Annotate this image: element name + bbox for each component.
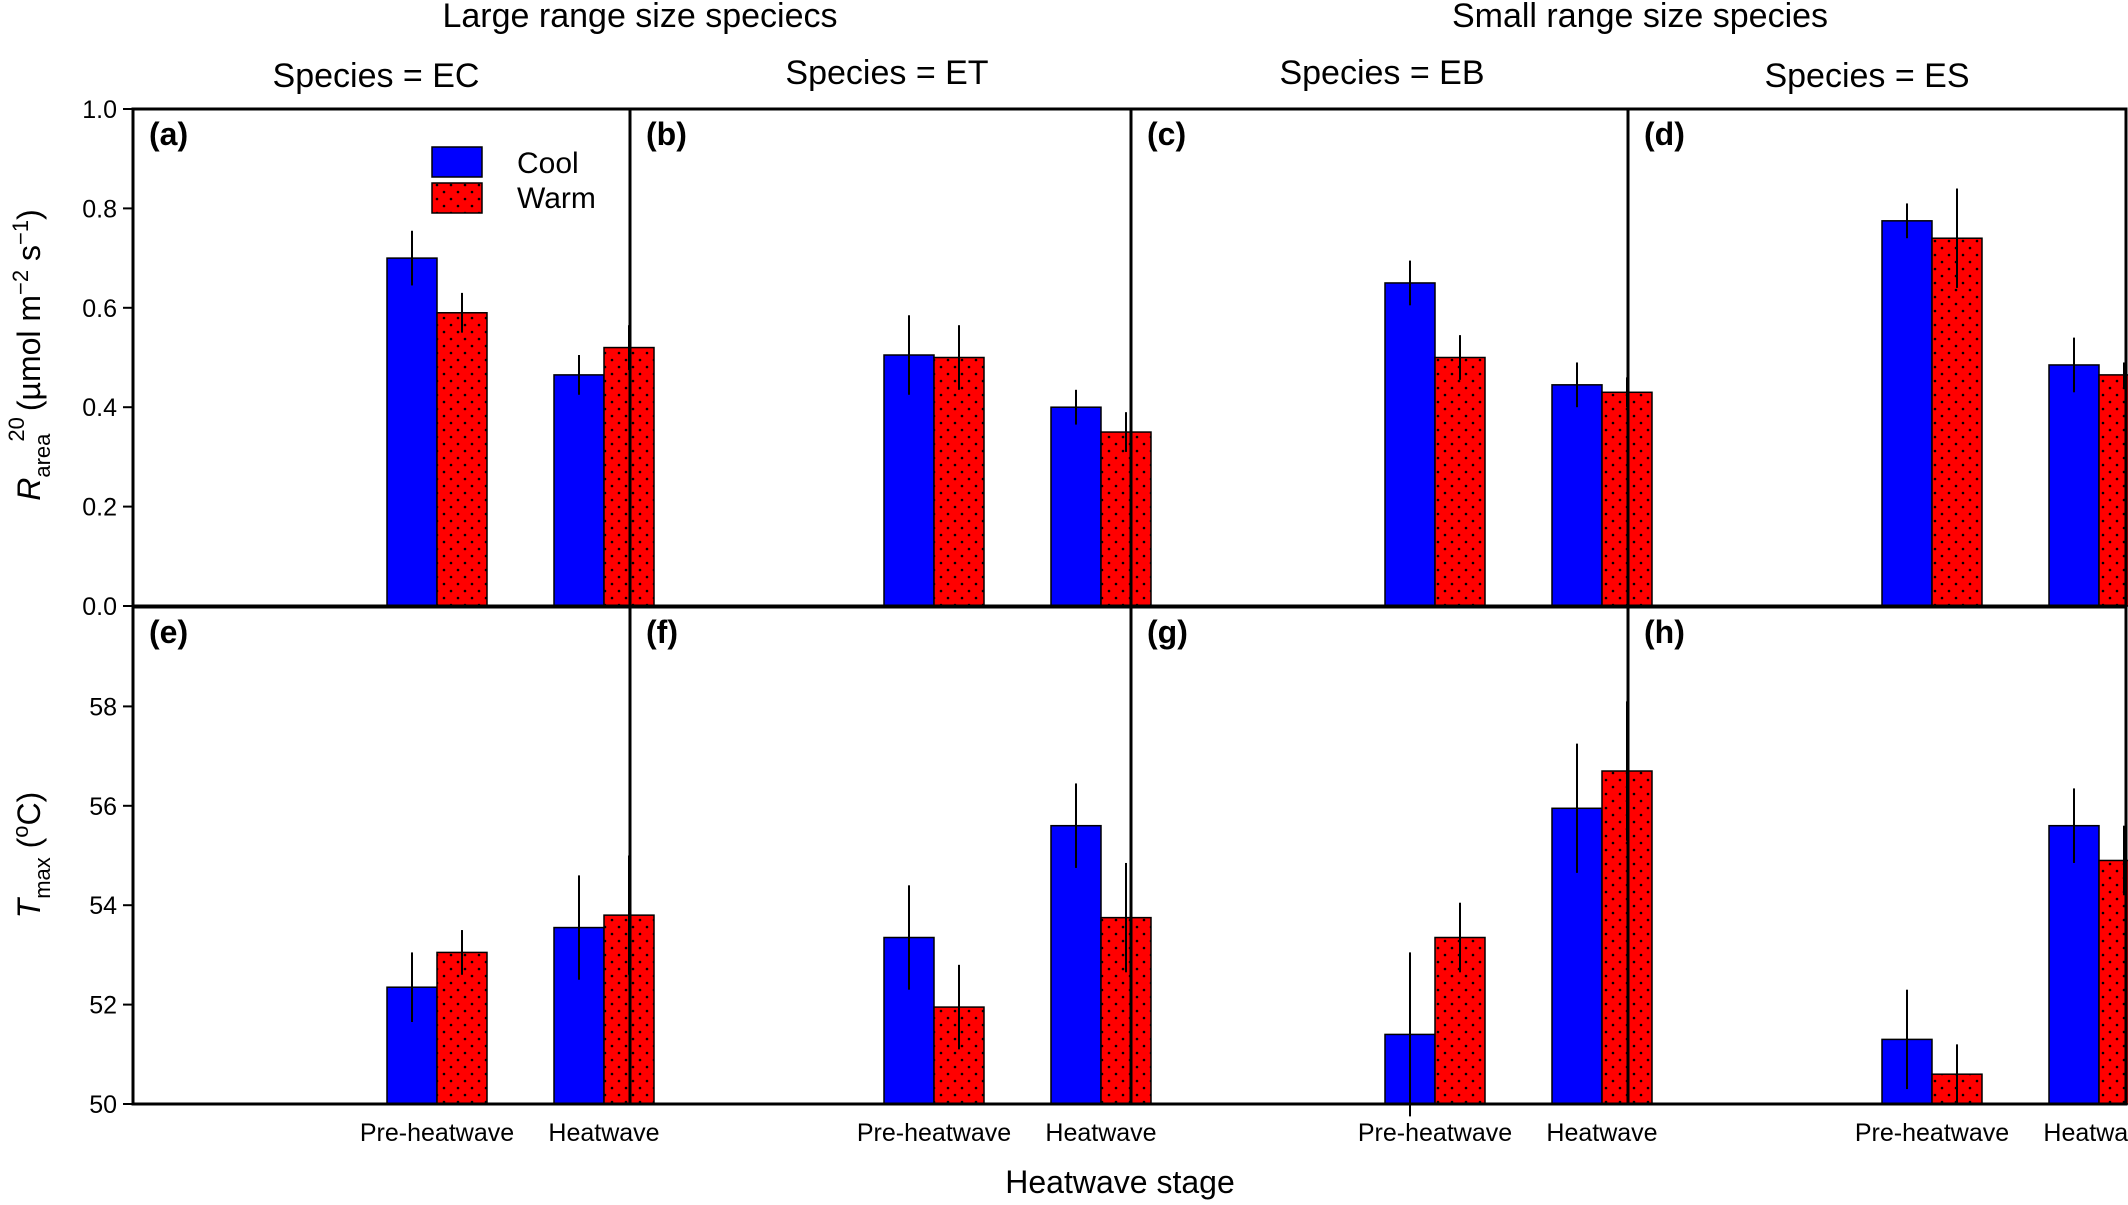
right-group-header: Small range size species <box>1452 0 1828 35</box>
bar-warm <box>1434 356 1486 607</box>
bar-warm <box>933 1006 985 1105</box>
bottom-ylabel-sub: max <box>30 857 55 899</box>
panel-e: (e) 50 52 54 56 58 Pre-heatwave Heatwave <box>89 605 660 1147</box>
y-tick-label: 52 <box>89 992 117 1020</box>
legend-label-cool: Cool <box>517 147 579 180</box>
bottom-ylabel-close: C) <box>11 792 47 826</box>
bottom-ylabel-rest: ( <box>11 837 47 857</box>
bar-warm <box>436 951 488 1105</box>
bar-cool <box>1881 220 1933 607</box>
species-label-et: Species = ET <box>785 54 988 92</box>
bar-warm <box>1100 431 1152 607</box>
bottom-y-axis-title: Tmax (oC) <box>8 792 55 919</box>
panel-label: (d) <box>1644 116 1685 152</box>
y-tick-label: 58 <box>89 693 117 721</box>
bar-cool <box>1384 282 1436 607</box>
y-tick-label: 0.4 <box>82 394 117 422</box>
bar-cool <box>553 374 605 607</box>
x-category-label: Pre-heatwave <box>1358 1119 1512 1147</box>
top-y-axis-title: Rarea20 (µmol m−2 s−1) <box>4 209 55 501</box>
panel-label: (g) <box>1147 614 1188 650</box>
legend: Cool Warm <box>431 146 596 215</box>
top-ylabel-mid: s <box>11 245 47 270</box>
bottom-ylabel-sup: o <box>8 825 33 837</box>
y-tick-label: 56 <box>89 793 117 821</box>
panel-label: (b) <box>646 116 687 152</box>
bar-cool <box>1551 384 1603 607</box>
panel-frame <box>1626 605 2128 1106</box>
x-category-label: Pre-heatwave <box>1855 1119 2009 1147</box>
species-label-ec: Species = EC <box>273 57 480 95</box>
panel-label: (c) <box>1147 116 1186 152</box>
species-label-es: Species = ES <box>1764 57 1969 95</box>
x-axis-title: Heatwave stage <box>1005 1164 1234 1200</box>
x-category-label: Heatwave <box>1045 1119 1156 1147</box>
bar-cool <box>1050 406 1102 607</box>
bar-cool <box>2048 364 2100 607</box>
left-group-header: Large range size speciecs <box>442 0 837 35</box>
bar-cool <box>386 257 438 607</box>
panel-label: (f) <box>646 614 678 650</box>
x-category-label: Heatwave <box>548 1119 659 1147</box>
panel-g: (g) Pre-heatwave Heatwave <box>1129 605 1658 1147</box>
top-ylabel-sub: area <box>30 433 55 478</box>
species-label-eb: Species = EB <box>1279 54 1484 92</box>
top-ylabel-sup: 20 <box>4 417 29 441</box>
panel-label: (a) <box>149 116 188 152</box>
panel-c: (c) <box>1129 107 1653 608</box>
legend-swatch-cool <box>431 146 483 178</box>
bar-warm <box>1931 237 1983 607</box>
top-ylabel-main: R <box>11 478 47 501</box>
x-category-label: Pre-heatwave <box>857 1119 1011 1147</box>
panel-label: (h) <box>1644 614 1685 650</box>
top-ylabel-exp1: −2 <box>8 270 33 295</box>
y-tick-label: 0.6 <box>82 295 117 323</box>
top-ylabel-rest: (µmol m <box>11 295 47 411</box>
bar-cool <box>883 354 935 607</box>
panel-f: (f) Pre-heatwave Heatwave <box>628 605 1157 1147</box>
bar-cool <box>2048 824 2100 1105</box>
y-tick-label: 0.8 <box>82 195 117 223</box>
bottom-ylabel-main: T <box>11 896 47 918</box>
top-ylabel-exp2: −1 <box>8 220 33 245</box>
bar-warm <box>436 312 488 607</box>
y-tick-label: 0.2 <box>82 494 117 522</box>
x-category-label: Heatwave <box>1546 1119 1657 1147</box>
legend-label-warm: Warm <box>517 182 596 215</box>
x-category-label: Pre-heatwave <box>360 1119 514 1147</box>
panel-h: (h) Pre-heatwave Heatwave <box>1626 605 2128 1147</box>
bar-warm <box>933 356 985 607</box>
top-ylabel-close: ) <box>11 209 47 220</box>
y-tick-label: 0.0 <box>82 593 117 621</box>
panels: (a) 0.0 0.2 0.4 0.6 0.8 1.0 (b) (c) (d) (e) 50 52 54 5… <box>82 96 2128 1147</box>
bar-warm <box>2098 859 2128 1105</box>
panel-d: (d) <box>1626 107 2128 608</box>
bar-cool <box>1050 824 1102 1105</box>
x-category-label: Heatwave <box>2043 1119 2128 1147</box>
y-tick-label: 1.0 <box>82 96 117 124</box>
legend-swatch-warm <box>431 182 483 214</box>
panel-b: (b) <box>628 107 1152 608</box>
panel-label: (e) <box>149 614 188 650</box>
bar-warm <box>2098 374 2128 607</box>
y-tick-label: 54 <box>89 892 117 920</box>
y-tick-label: 50 <box>89 1091 117 1119</box>
